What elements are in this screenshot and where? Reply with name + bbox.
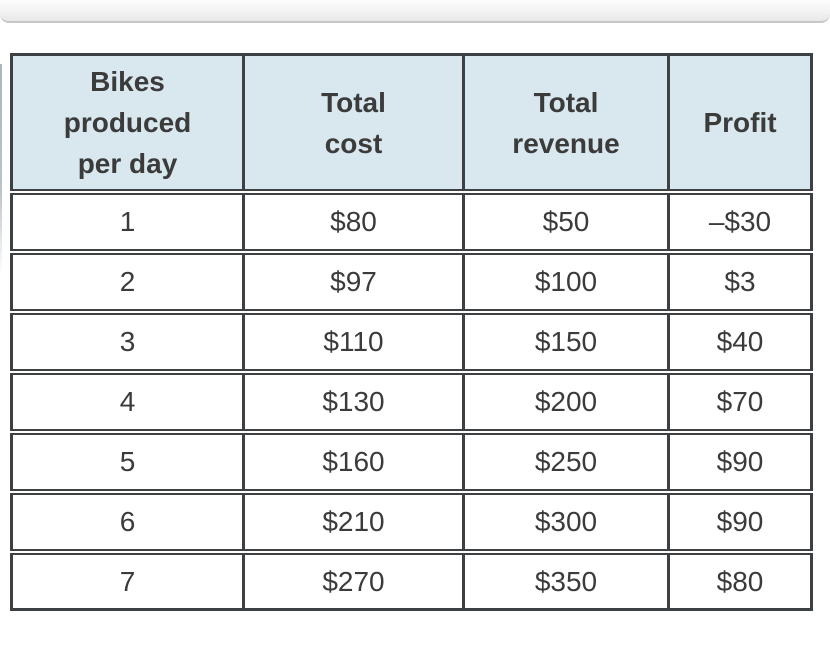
cell-bikes: 4 (10, 373, 245, 431)
cell-profit: $70 (670, 373, 813, 431)
cell-profit: $90 (670, 493, 813, 551)
cell-total-revenue: $200 (465, 373, 670, 431)
table-row: 6 $210 $300 $90 (10, 493, 813, 551)
cell-bikes: 1 (10, 193, 245, 251)
table-row: 2 $97 $100 $3 (10, 253, 813, 311)
header-total-cost: Total cost (245, 53, 465, 191)
cell-total-revenue: $250 (465, 433, 670, 491)
header-bikes-produced: Bikes produced per day (10, 53, 245, 191)
cell-total-revenue: $100 (465, 253, 670, 311)
cell-bikes: 5 (10, 433, 245, 491)
toolbar-bottom-edge (0, 0, 830, 23)
cell-total-revenue: $300 (465, 493, 670, 551)
cell-profit: $40 (670, 313, 813, 371)
cell-total-revenue: $350 (465, 553, 670, 611)
cell-profit: $90 (670, 433, 813, 491)
cell-bikes: 2 (10, 253, 245, 311)
cell-profit: $80 (670, 553, 813, 611)
header-profit: Profit (670, 53, 813, 191)
cell-total-cost: $130 (245, 373, 465, 431)
cell-total-revenue: $50 (465, 193, 670, 251)
table-row: 4 $130 $200 $70 (10, 373, 813, 431)
bikes-profit-table: Bikes produced per day Total cost Total … (10, 51, 813, 613)
cell-bikes: 3 (10, 313, 245, 371)
cell-bikes: 6 (10, 493, 245, 551)
cell-total-cost: $110 (245, 313, 465, 371)
header-row: Bikes produced per day Total cost Total … (10, 53, 813, 191)
table-row: 7 $270 $350 $80 (10, 553, 813, 611)
table-row: 5 $160 $250 $90 (10, 433, 813, 491)
table-row: 1 $80 $50 –$30 (10, 193, 813, 251)
cell-profit: $3 (670, 253, 813, 311)
cell-total-cost: $80 (245, 193, 465, 251)
header-total-revenue: Total revenue (465, 53, 670, 191)
cell-total-cost: $97 (245, 253, 465, 311)
table-row: 3 $110 $150 $40 (10, 313, 813, 371)
cell-total-revenue: $150 (465, 313, 670, 371)
cell-total-cost: $210 (245, 493, 465, 551)
cell-bikes: 7 (10, 553, 245, 611)
cell-profit: –$30 (670, 193, 813, 251)
cell-total-cost: $160 (245, 433, 465, 491)
left-panel-edge (0, 64, 2, 274)
cell-total-cost: $270 (245, 553, 465, 611)
